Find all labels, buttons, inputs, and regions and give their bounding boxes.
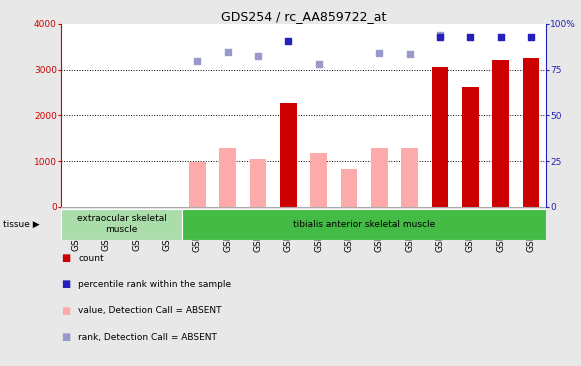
Bar — [523, 58, 539, 207]
Bar — [189, 163, 206, 207]
Point — [284, 38, 293, 44]
Point — [526, 34, 536, 40]
Point — [435, 34, 444, 40]
Text: ■: ■ — [61, 253, 70, 263]
Text: rank, Detection Call = ABSENT: rank, Detection Call = ABSENT — [78, 333, 217, 341]
Point — [435, 32, 444, 38]
Bar — [250, 159, 267, 207]
Bar — [280, 103, 297, 207]
Text: value, Detection Call = ABSENT: value, Detection Call = ABSENT — [78, 306, 222, 315]
Bar — [340, 169, 357, 207]
Bar — [371, 148, 388, 207]
Point — [253, 53, 263, 59]
Bar — [492, 60, 509, 207]
Point — [496, 34, 505, 40]
Point — [193, 58, 202, 64]
Bar — [220, 148, 236, 207]
Bar — [182, 209, 546, 240]
Bar — [310, 153, 327, 207]
Text: percentile rank within the sample: percentile rank within the sample — [78, 280, 232, 289]
Title: GDS254 / rc_AA859722_at: GDS254 / rc_AA859722_at — [221, 10, 386, 23]
Bar — [432, 67, 449, 207]
Text: extraocular skeletal
muscle: extraocular skeletal muscle — [77, 214, 167, 234]
Point — [223, 49, 232, 55]
Point — [405, 52, 414, 57]
Point — [466, 34, 475, 40]
Text: ■: ■ — [61, 306, 70, 316]
Bar — [61, 209, 182, 240]
Text: tissue ▶: tissue ▶ — [3, 220, 40, 228]
Text: ■: ■ — [61, 279, 70, 290]
Text: tibialis anterior skeletal muscle: tibialis anterior skeletal muscle — [293, 220, 435, 229]
Text: count: count — [78, 254, 104, 262]
Text: ■: ■ — [61, 332, 70, 342]
Bar — [401, 148, 418, 207]
Point — [314, 61, 324, 67]
Bar — [462, 87, 479, 207]
Point — [375, 50, 384, 56]
